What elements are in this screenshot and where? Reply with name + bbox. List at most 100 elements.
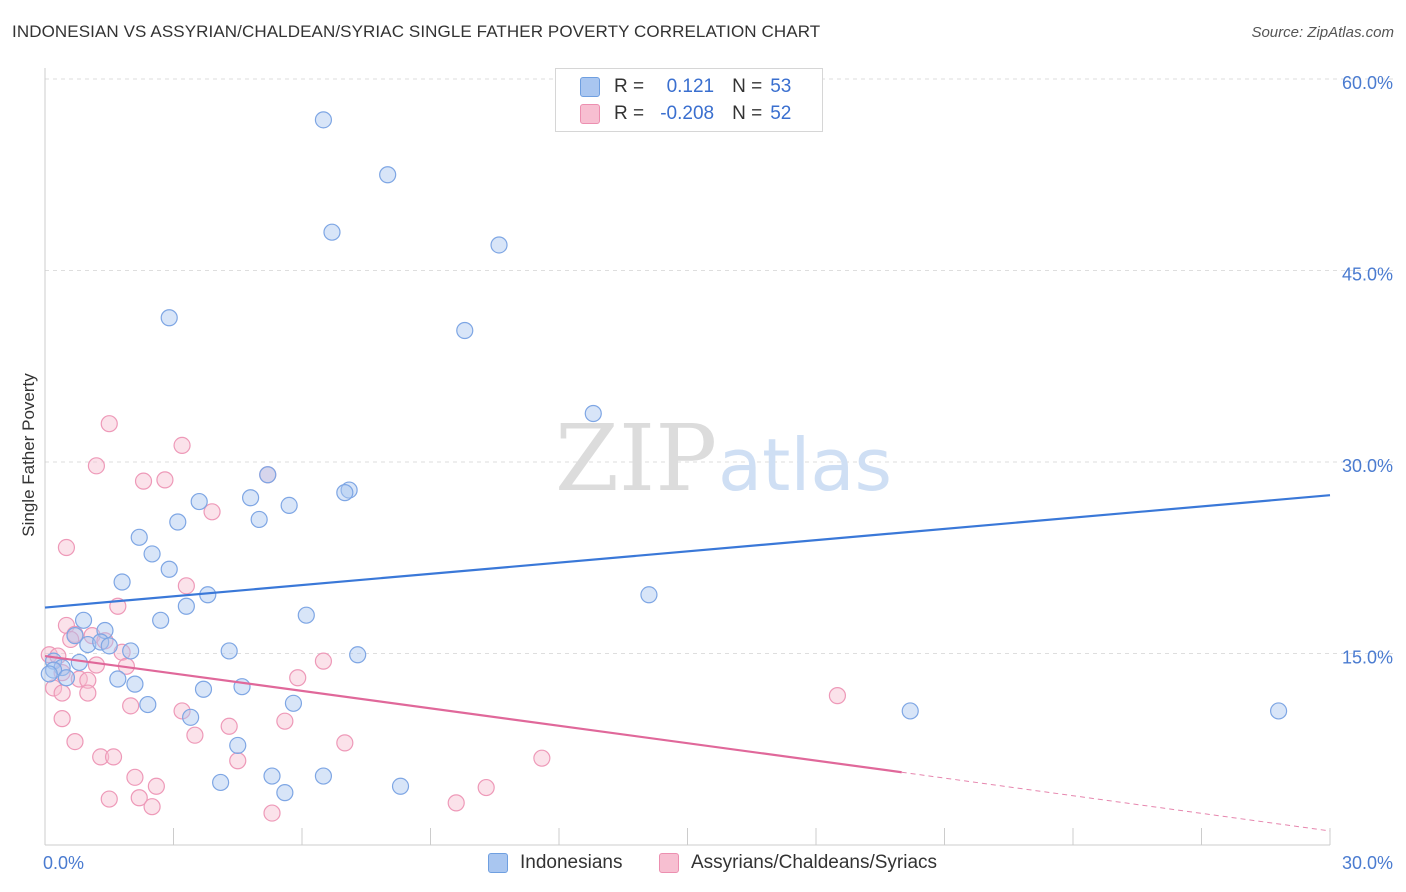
indonesians-point [177,597,195,615]
assyrians-point [57,538,76,557]
chart-title: INDONESIAN VS ASSYRIAN/CHALDEAN/SYRIAC S… [12,22,821,41]
indonesians-point [229,736,247,755]
legend-row-indonesians: R = 0.121 N = 53 [580,74,791,100]
legend-row-assyrians: R = -0.208 N = 52 [580,101,791,127]
assyrians-point [828,687,847,705]
bottom-legend-label: Indonesians [520,852,623,873]
watermark-zip: ZIP [555,405,717,512]
indonesians-point [456,321,474,340]
indonesians-point [139,695,157,714]
indonesians-point [122,642,140,660]
indonesians-point [113,573,131,591]
assyrians-point [143,798,161,816]
legend-swatch-assyrians [580,104,600,124]
indonesians-point [212,773,230,792]
assyrians-point [229,752,247,770]
legend-r-label: R = [614,76,645,97]
assyrians-point [134,472,153,490]
assyrians-point [53,684,71,702]
assyrians-point [44,679,63,697]
assyrians-point [79,684,97,702]
assyrians-point [87,457,106,475]
indonesians-point [79,635,97,654]
assyrians-point [87,656,106,674]
tick-labels: 15.0% 30.0% 45.0% 60.0% 0.0% 30.0% [43,73,1393,873]
y-tick-label: 30.0% [1342,456,1393,476]
indonesians-point [250,510,268,529]
assyrians-point [203,503,221,521]
legend-r-value: -0.208 [660,103,715,124]
y-tick-label: 60.0% [1342,73,1393,93]
assyrians-point [177,577,195,595]
assyrians-point [289,669,307,687]
assyrians-point [83,627,101,645]
bottom-legend-swatch-indonesians [488,853,508,873]
grid-lines [45,78,1395,654]
assyrians-point [220,717,238,735]
indonesians-point [349,646,367,664]
indonesians-point [109,670,127,688]
assyrians-point [147,777,165,795]
indonesians-point [314,111,333,129]
assyrians-point [122,697,140,715]
indonesians-point [40,665,58,683]
indonesians-point [160,309,178,327]
indonesians-point [259,466,277,484]
assyrians-point [130,789,148,807]
indonesians-point [1269,702,1288,720]
y-axis-label: Single Father Poverty [19,373,38,537]
assyrians-point [533,749,551,767]
bottom-legend-assyrians: Assyrians/Chaldeans/Syriacs [659,852,937,874]
assyrians-point [173,702,191,720]
indonesians-point [100,637,118,655]
indonesians-point [57,669,76,687]
indonesians-point [901,702,919,720]
indonesians-point [220,642,238,660]
assyrians-point [336,734,354,752]
bottom-legend-label: Assyrians/Chaldeans/Syriacs [691,852,938,873]
indonesians-point [160,560,178,578]
assyrians-point [104,748,123,766]
assyrians-point [173,436,191,455]
indonesians-point [66,627,84,645]
indonesians-point [143,545,161,563]
x-tick-label: 0.0% [43,853,84,873]
legend-n-value: 52 [770,103,792,124]
assyrians-point [66,732,84,751]
indonesians-point [152,611,170,629]
indonesians-point [92,633,110,651]
indonesians-point [391,777,410,795]
y-tick-label: 45.0% [1342,265,1393,285]
indonesians-point [194,680,213,698]
indonesians-point [242,489,260,507]
bottom-legend-swatch-assyrians [659,853,679,873]
assyrians-point [126,768,144,786]
trendline-assyrians [44,654,902,774]
assyrians-point [276,712,294,730]
indonesians-point [336,484,354,502]
assyrians-point [53,710,71,728]
indonesians-point [640,586,658,604]
indonesians-point [379,166,397,184]
indonesians-point [190,492,208,511]
assyrians-point [100,415,118,433]
legend-r-value: 0.121 [666,76,715,97]
indonesians-point [263,767,281,785]
series-assyrians-points [40,415,847,822]
indonesians-point [126,675,144,693]
assyrians-point [156,471,174,489]
assyrians-point [186,726,204,744]
indonesians-point [130,528,148,546]
watermark: ZIP atlas [555,405,892,512]
legend-box: R = 0.121 N = 53 R = -0.208 N = 52 [555,68,823,132]
assyrians-point [314,652,333,670]
legend-swatch-indonesians [580,77,600,97]
indonesians-point [280,496,298,515]
y-tick-label: 15.0% [1342,648,1393,668]
assyrians-point [477,778,495,797]
indonesians-point [584,404,602,423]
indonesians-point [182,708,200,726]
assyrians-point [79,671,97,689]
indonesians-point [284,694,303,712]
